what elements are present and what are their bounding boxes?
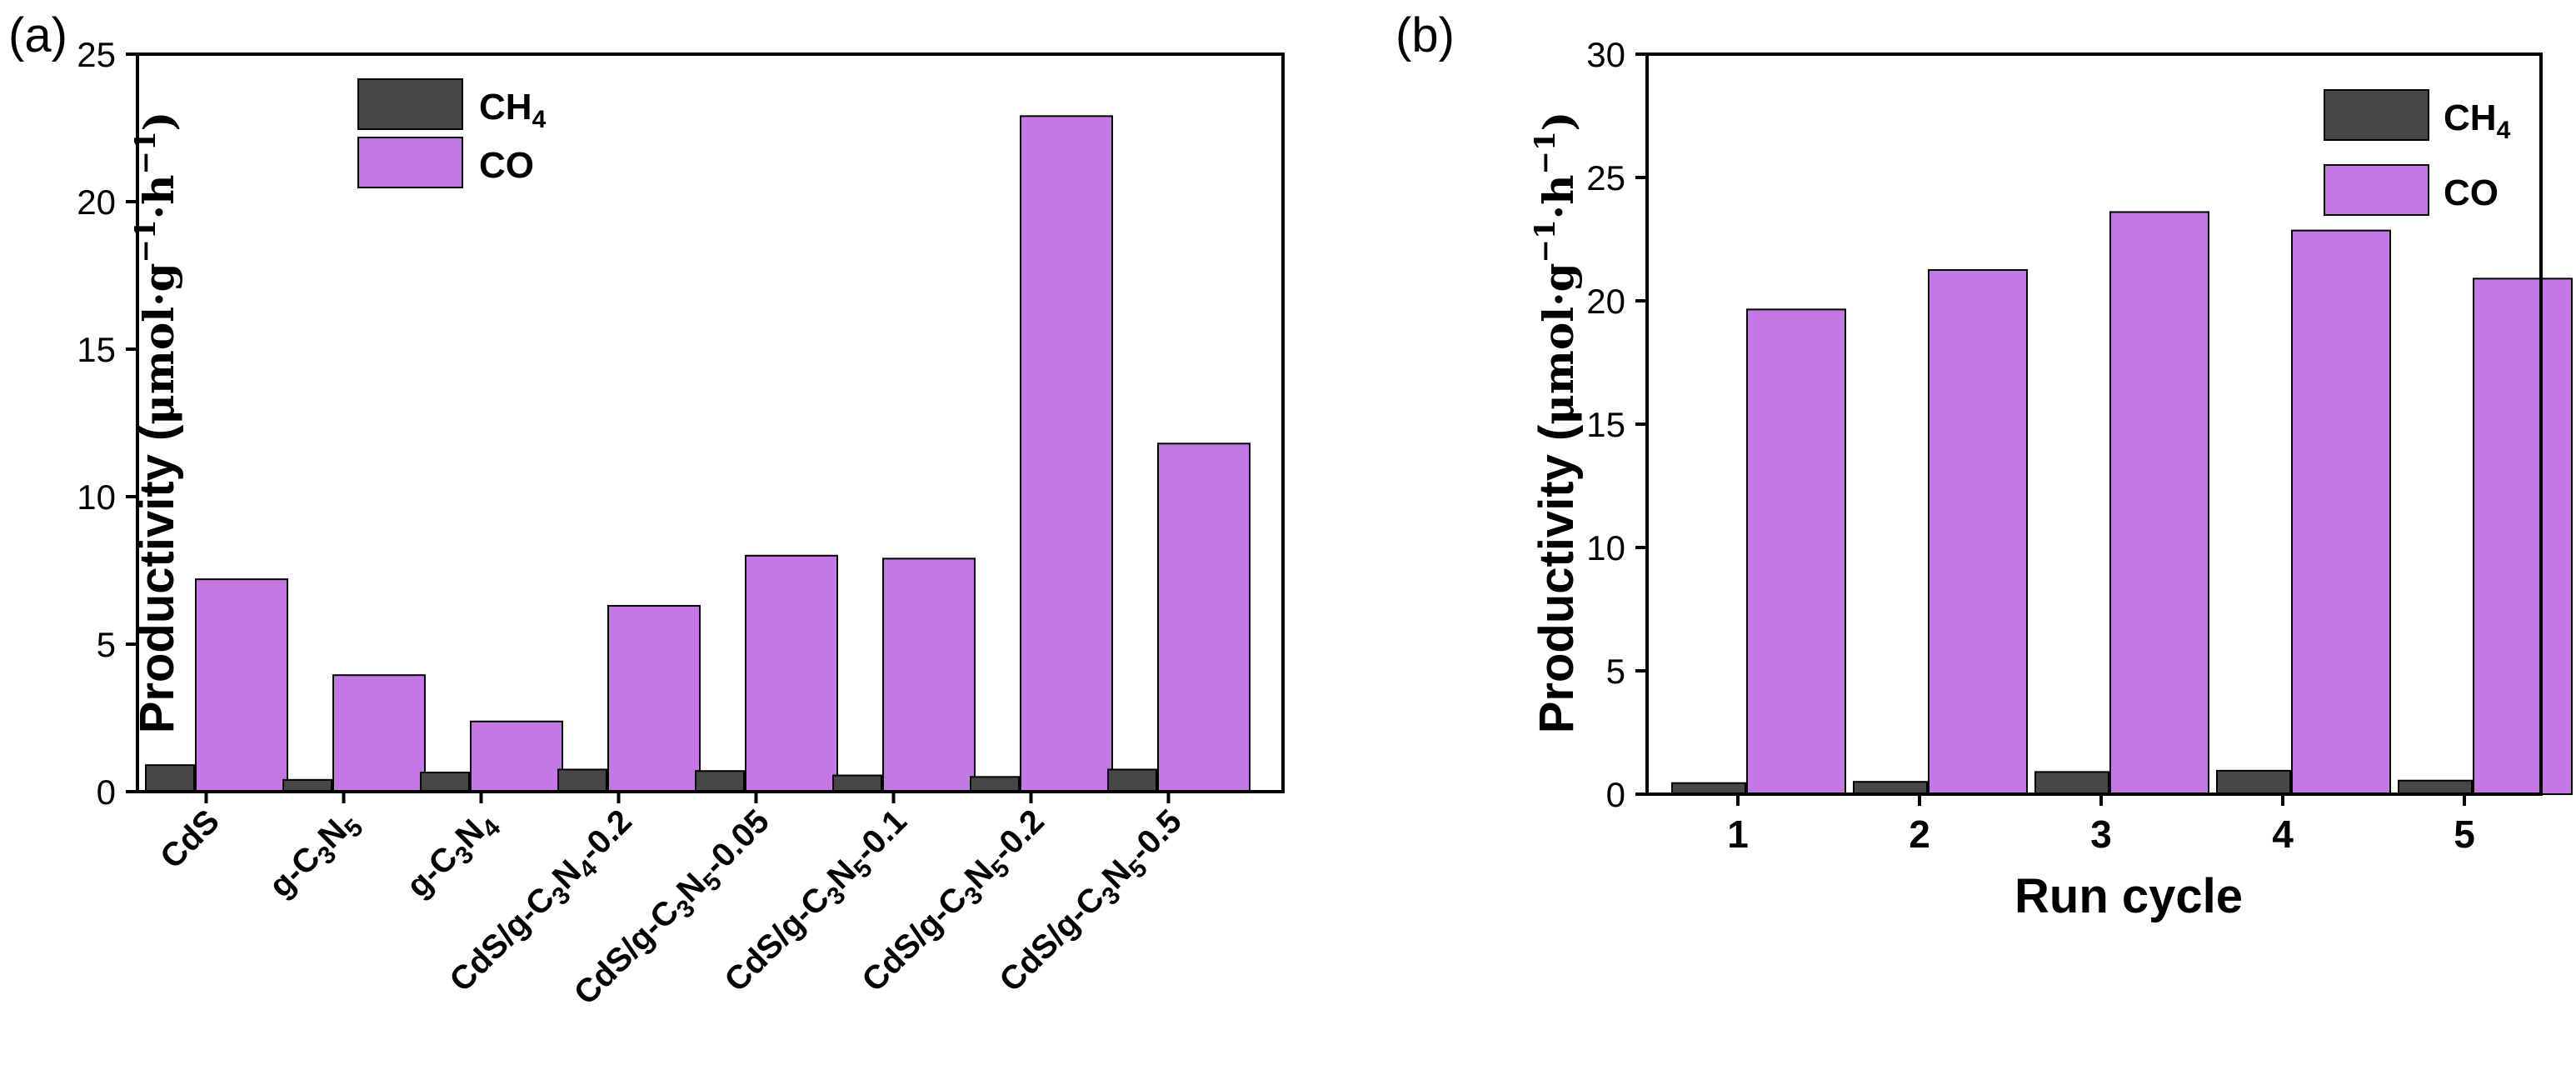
plot-frame bbox=[136, 52, 1285, 793]
ch4-bar bbox=[2398, 779, 2473, 795]
co-bar bbox=[882, 558, 976, 793]
panel-label: (a) bbox=[8, 8, 67, 62]
y-tick-label: 10 bbox=[77, 478, 116, 517]
chart-panel-b: (b) 0 5 10 15 20 25 30 1 2 3 4 5 Productivity (μmol·g… bbox=[1395, 8, 2573, 923]
x-axis-label: Run cycle bbox=[2014, 869, 2243, 923]
co-bar bbox=[1020, 115, 1113, 792]
y-tick-label: 20 bbox=[1586, 282, 1625, 321]
co-bar bbox=[1928, 269, 2028, 795]
x-category-label: CdS bbox=[153, 802, 227, 876]
x-category-label: g-C3N4 bbox=[400, 802, 507, 909]
ch4-bar bbox=[282, 778, 332, 793]
ch4-bar bbox=[695, 770, 745, 792]
legend-swatch bbox=[2324, 89, 2429, 141]
y-tick-label: 15 bbox=[1586, 405, 1625, 444]
y-tick-label: 25 bbox=[77, 35, 116, 74]
y-tick-label: 5 bbox=[97, 625, 116, 664]
ch4-bar bbox=[2216, 769, 2291, 796]
y-axis-label: Productivity (μmol·g−1·h−1) bbox=[129, 112, 184, 734]
x-category-label: 4 bbox=[2272, 812, 2294, 856]
x-category-label: g-C3N5 bbox=[262, 802, 369, 909]
co-bar bbox=[332, 674, 426, 792]
y-tick-label: 5 bbox=[1606, 652, 1625, 691]
y-tick-label: 25 bbox=[1586, 158, 1625, 198]
y-tick-label: 20 bbox=[77, 182, 116, 222]
legend-label: CH4 bbox=[2444, 98, 2511, 144]
panel-label: (b) bbox=[1395, 8, 1455, 62]
legend-label: CH4 bbox=[479, 87, 547, 133]
co-bar bbox=[1157, 442, 1251, 793]
co-bar bbox=[2473, 278, 2573, 795]
y-tick-label: 0 bbox=[1606, 775, 1625, 814]
co-bar bbox=[2109, 211, 2209, 795]
legend-swatch bbox=[357, 78, 463, 130]
y-tick-label: 15 bbox=[77, 330, 116, 369]
legend-label: CO bbox=[2444, 172, 2499, 213]
y-axis-label: Productivity (μmol·g−1·h−1) bbox=[1529, 112, 1584, 734]
ch4-bar bbox=[1853, 781, 1928, 796]
x-category-label: 3 bbox=[2090, 812, 2112, 856]
x-category-label: 2 bbox=[1909, 812, 1930, 856]
ch4-bar bbox=[1107, 768, 1157, 793]
co-bar bbox=[745, 554, 838, 792]
y-tick-label: 30 bbox=[1586, 35, 1625, 74]
co-bar bbox=[2291, 229, 2391, 795]
ch4-bar bbox=[832, 774, 882, 793]
legend-swatch bbox=[357, 137, 463, 188]
y-tick-label: 10 bbox=[1586, 528, 1625, 568]
co-bar bbox=[1746, 308, 1846, 795]
co-bar bbox=[195, 578, 288, 792]
co-bar bbox=[470, 720, 563, 792]
ch4-bar bbox=[145, 764, 195, 793]
ch4-bar bbox=[970, 776, 1020, 792]
x-category-label: 1 bbox=[1727, 812, 1749, 856]
co-bar bbox=[607, 604, 701, 792]
x-category-label: 5 bbox=[2454, 812, 2475, 856]
ch4-bar bbox=[2034, 771, 2109, 795]
legend-label: CO bbox=[479, 145, 534, 186]
y-tick-label: 0 bbox=[97, 772, 116, 812]
legend-swatch bbox=[2324, 164, 2429, 216]
ch4-bar bbox=[557, 768, 607, 793]
ch4-bar bbox=[420, 771, 470, 792]
